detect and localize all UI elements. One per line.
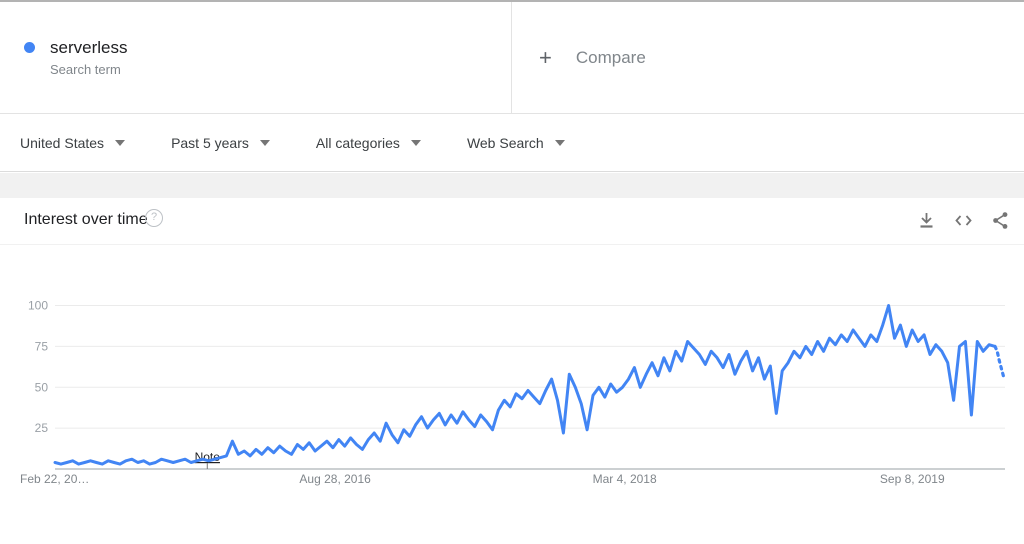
x-axis-label: Mar 4, 2018 [593,472,657,486]
filter-geo-dropdown[interactable]: United States [20,135,126,151]
filter-search-type-dropdown[interactable]: Web Search [467,135,565,151]
compare-button[interactable]: + Compare [512,2,1024,113]
y-axis-label: 50 [35,380,49,394]
series-color-dot [24,42,35,53]
trend-line-dotted-tail [993,344,1006,379]
search-term-sublabel: Search term [50,62,121,77]
x-axis-label: Sep 8, 2019 [880,472,945,486]
y-axis-label: 25 [35,421,49,435]
chart-area: 25 50 75 100 Feb 22, 20… Aug 28, 2016 Mar 4, 2… [0,245,1024,544]
x-axis-label: Feb 22, 20… [20,472,89,486]
embed-icon[interactable] [953,210,974,231]
search-term-card: serverless Search term [0,2,512,113]
compare-label: Compare [575,47,646,67]
y-axis-label: 75 [35,339,49,353]
filter-geo-label: United States [20,135,105,151]
chevron-down-icon [259,140,270,146]
filter-category-label: All categories [315,135,400,151]
search-term-label: serverless [50,38,128,57]
y-axis-label: 100 [28,299,48,313]
search-terms-header: serverless Search term + Compare [0,2,1024,114]
chevron-down-icon [115,140,126,146]
filter-time-label: Past 5 years [171,135,249,151]
trend-chart-svg[interactable]: 25 50 75 100 Feb 22, 20… Aug 28, 2016 Mar 4, 2… [0,245,1024,544]
filter-bar: United States Past 5 years All categorie… [0,115,1024,172]
filter-time-dropdown[interactable]: Past 5 years [171,135,270,151]
filter-category-dropdown[interactable]: All categories [316,135,421,151]
plus-icon: + [539,44,552,70]
trend-line[interactable] [53,304,997,466]
widget-header: Interest over time ? [0,198,1024,245]
help-icon[interactable]: ? [145,209,163,227]
section-divider-band [0,173,1024,198]
share-icon[interactable] [990,210,1011,231]
widget-action-icons [916,210,1011,231]
download-icon[interactable] [916,210,937,231]
x-axis-label: Aug 28, 2016 [299,472,371,486]
chevron-down-icon [554,140,565,146]
widget-title: Interest over time [24,211,148,228]
filter-search-type-label: Web Search [466,135,544,151]
chevron-down-icon [410,140,421,146]
